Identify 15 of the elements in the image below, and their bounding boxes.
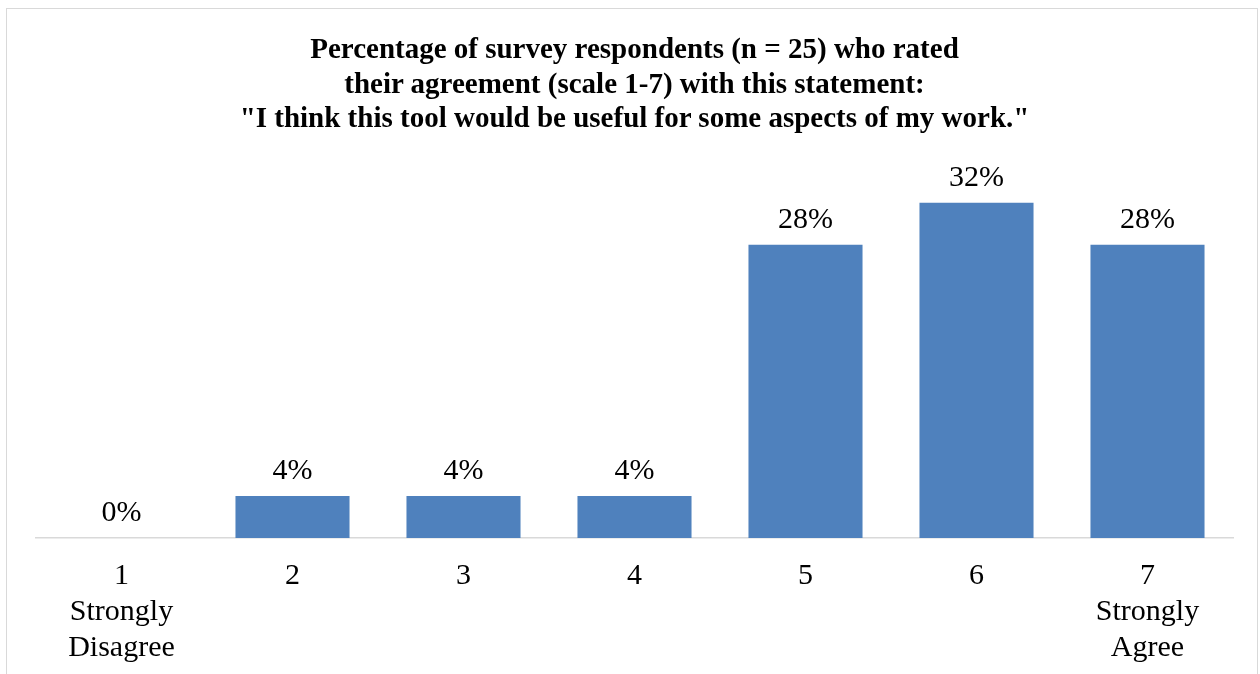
x-tick-label: 7 Strongly Agree xyxy=(1095,556,1200,662)
x-tick-label: 1 Strongly Disagree xyxy=(68,556,175,662)
data-label: 4% xyxy=(614,452,655,486)
x-tick-label: 4 xyxy=(627,556,642,590)
x-tick-label: 6 xyxy=(969,556,984,590)
data-label: 32% xyxy=(949,158,1004,192)
data-label: 28% xyxy=(1120,200,1175,234)
chart-title: Percentage of survey respondents (n = 25) who rated their agreement (scale 1-7) with this statement: "I think this tool would be useful for some aspects of my work." xyxy=(239,31,1030,134)
x-tick-label: 3 xyxy=(456,556,471,590)
data-label: 4% xyxy=(272,452,313,486)
x-tick-label: 5 xyxy=(798,556,813,590)
x-tick-label: 2 xyxy=(285,556,300,590)
data-label: 0% xyxy=(101,494,142,527)
data-label: 4% xyxy=(443,452,484,486)
data-label: 28% xyxy=(778,200,833,234)
